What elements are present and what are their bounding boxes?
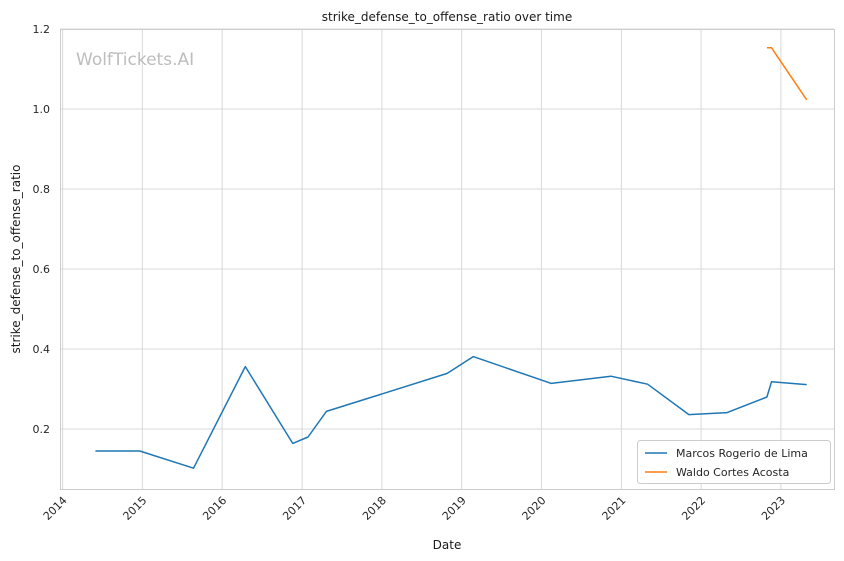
legend: Marcos Rogerio de Lima Waldo Cortes Acost… (637, 440, 831, 484)
legend-label: Marcos Rogerio de Lima (676, 447, 808, 460)
chart-title: strike_defense_to_offense_ratio over tim… (322, 10, 572, 24)
y-tick-label: 1.2 (33, 23, 51, 36)
legend-label: Waldo Cortes Acosta (676, 466, 789, 479)
series-layer (95, 47, 808, 469)
y-tick-label: 0.4 (33, 343, 51, 356)
y-tick-label: 0.6 (33, 263, 51, 276)
y-tick-label: 0.8 (33, 183, 51, 196)
watermark: WolfTickets.AI (76, 50, 194, 70)
grid-lines (60, 28, 834, 489)
y-tick-label: 1.0 (33, 103, 51, 116)
legend-box (637, 440, 831, 484)
y-tick-label: 0.2 (33, 423, 51, 436)
x-axis-title: Date (433, 538, 462, 552)
y-axis-title: strike_defense_to_offense_ratio (9, 165, 23, 354)
plot-frame (60, 29, 835, 490)
